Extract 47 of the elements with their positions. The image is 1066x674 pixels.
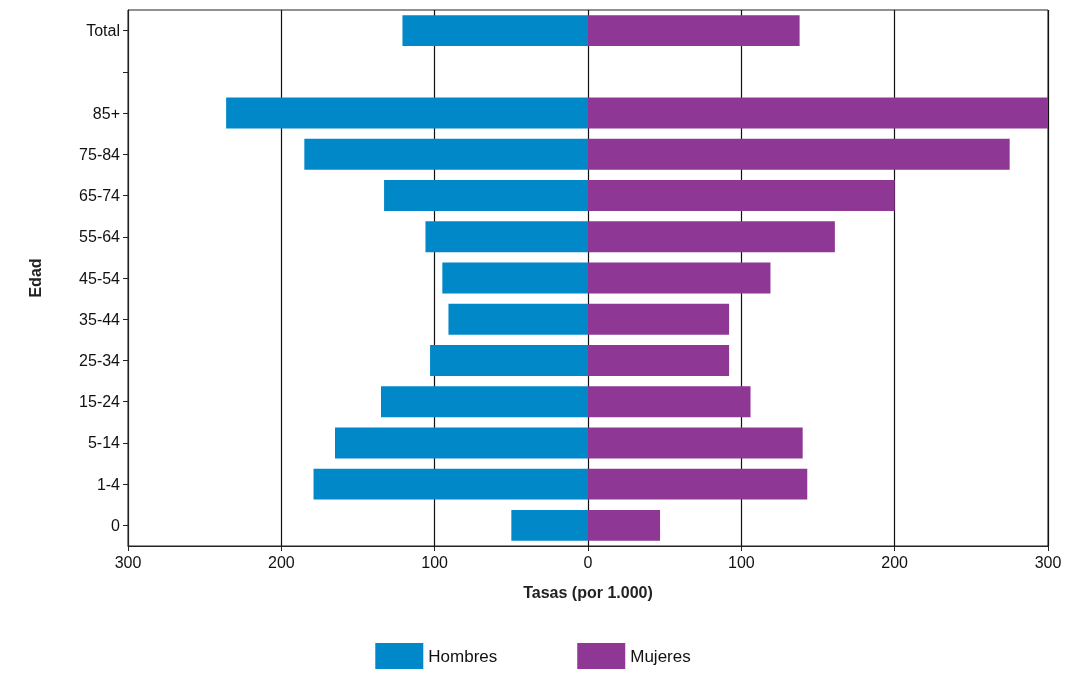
bar: [430, 345, 588, 376]
y-tick-label: 75-84: [79, 145, 121, 163]
bar: [588, 138, 1010, 170]
bar: [384, 180, 588, 211]
y-tick-label: 65-74: [79, 187, 121, 205]
x-tick-label: 100: [421, 553, 449, 571]
y-tick-label: 45-54: [79, 269, 121, 287]
bar: [335, 427, 588, 459]
bar: [313, 468, 588, 500]
y-tick-label: 25-34: [79, 351, 121, 369]
bar: [511, 509, 588, 541]
y-axis-title: Edad: [26, 258, 44, 298]
bar: [588, 15, 800, 47]
x-tick-label: 200: [267, 553, 295, 571]
x-tick-label: 300: [1034, 553, 1062, 571]
y-tick-label: 5-14: [87, 434, 121, 452]
bar: [588, 303, 730, 335]
y-tick-label: 1-4: [96, 475, 121, 493]
bar: [588, 97, 1048, 129]
bar: [588, 180, 895, 211]
bar: [448, 303, 588, 335]
bar: [304, 138, 588, 170]
bar: [425, 221, 588, 253]
bar: [381, 386, 588, 418]
y-tick-label: 0: [111, 516, 121, 534]
x-tick-label: 300: [114, 553, 142, 571]
bar: [588, 345, 730, 376]
y-tick-label: 85+: [92, 104, 120, 122]
y-tick-label: Total: [86, 22, 120, 40]
bar: [588, 468, 808, 500]
bar: [588, 427, 803, 459]
x-axis-title: Tasas (por 1.000): [523, 583, 653, 601]
bar: [588, 386, 751, 418]
y-tick-label: 55-64: [79, 228, 121, 246]
bar: [588, 509, 661, 541]
bar: [588, 262, 771, 294]
bar: [226, 97, 588, 129]
bar: [402, 15, 588, 47]
y-tick-label: 15-24: [79, 393, 121, 411]
y-tick-label: 35-44: [79, 310, 121, 328]
x-tick-label: 200: [881, 553, 909, 571]
x-tick-label: 0: [583, 553, 593, 571]
bar: [442, 262, 588, 294]
x-tick-label: 100: [727, 553, 755, 571]
legend-label: Hombres: [428, 646, 498, 666]
bar: [588, 221, 835, 253]
legend-label: Mujeres: [630, 646, 691, 666]
